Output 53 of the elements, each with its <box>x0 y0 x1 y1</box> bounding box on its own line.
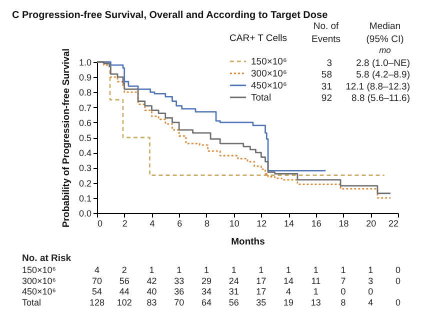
y-tick-label: 0.8 <box>78 88 92 98</box>
text: No. of <box>313 21 340 32</box>
text: 300×10⁶ <box>22 276 56 286</box>
y-tick-label: 0.3 <box>78 163 92 174</box>
text: 450×10⁶ <box>22 286 56 297</box>
y-tick-label: 0.7 <box>78 102 92 113</box>
legend-label: 300×10⁶ <box>251 68 287 80</box>
text: Events <box>311 34 341 45</box>
y-axis-title: Probability of Progression-free Survival <box>60 48 72 228</box>
text: No. at Risk <box>22 253 72 264</box>
x-tick-label: 20 <box>366 218 376 228</box>
x-tick-label: 4 <box>150 218 155 228</box>
x-tick-label: 16 <box>311 218 322 228</box>
x-tick-label: 10 <box>229 218 240 228</box>
text: (95% CI) <box>366 34 404 45</box>
x-tick-label: 0 <box>98 218 103 228</box>
y-tick-label: 0.2 <box>78 178 92 188</box>
legend-label: 150×10⁶ <box>251 56 287 68</box>
y-tick-label: 0.0 <box>78 208 92 218</box>
chart-title: C Progression-free Survival, Overall and According to Target Dose <box>12 10 328 21</box>
x-tick-label: 14 <box>284 218 294 228</box>
x-tick-label: 12 <box>256 218 267 228</box>
annotation: 58 <box>321 70 332 81</box>
legend-label: 450×10⁶ <box>251 80 287 92</box>
x-axis-title: Months <box>231 236 265 248</box>
annotation: 31 <box>321 81 332 92</box>
x-tick-label: 8 <box>204 218 210 228</box>
y-tick-label: 0.9 <box>78 72 92 83</box>
annotation: 92 <box>321 93 332 104</box>
annotation: 12.1 (8.8–12.3) <box>346 81 410 92</box>
text: mo <box>379 45 392 55</box>
y-tick-label: 0.1 <box>78 193 92 204</box>
x-tick-label: 2 <box>122 218 128 228</box>
y-tick-label: 0.4 <box>78 148 92 158</box>
annotation: 8.8 (5.6–11.6) <box>352 93 410 104</box>
y-tick-label: 0.6 <box>78 118 92 128</box>
text: 4 2 1 1 1 1 1 1 1 1 1 0 <box>94 265 401 275</box>
annotation: 5.8 (4.2–8.9) <box>356 70 410 81</box>
text: 150×10⁶ <box>22 265 56 275</box>
x-tick-label: 18 <box>338 218 349 228</box>
legend-title: CAR+ T Cells <box>230 33 288 44</box>
y-tick-label: 1.0 <box>78 58 92 68</box>
annotation: 3 <box>326 58 332 69</box>
annotation: 2.8 (1.0–NE) <box>356 58 410 69</box>
x-tick-label: 22 <box>388 218 398 228</box>
y-tick-label: 0.5 <box>78 133 92 143</box>
legend-label: Total <box>251 92 272 104</box>
text: 54 44 40 36 34 31 17 4 1 0 0 <box>92 286 374 297</box>
text: Median <box>369 21 401 32</box>
text: Total <box>22 297 42 308</box>
text: 128 102 83 70 64 56 35 19 13 8 4 0 <box>89 297 401 308</box>
text: 70 56 42 33 29 24 17 14 11 7 3 0 <box>92 276 401 286</box>
x-tick-label: 6 <box>177 218 182 228</box>
